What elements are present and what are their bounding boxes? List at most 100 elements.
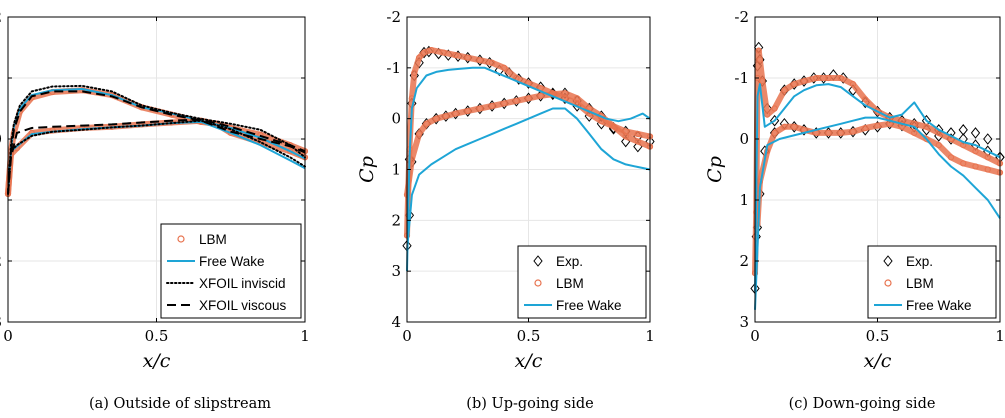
legend-label: Exp. [556, 254, 583, 269]
lbm-marker [488, 102, 496, 110]
lbm-marker [488, 59, 496, 66]
lbm-marker [513, 97, 520, 104]
y-tick-label: 0 [739, 130, 749, 148]
panel-caption: (a) Outside of slipstream [89, 396, 271, 412]
series-free-wake-line [754, 83, 1001, 292]
lbm-marker [452, 110, 459, 117]
lbm-marker [781, 87, 788, 94]
lbm-marker [837, 74, 844, 82]
y-tick-label: 1 [739, 191, 749, 209]
legend: Exp. LBM Free Wake [867, 245, 997, 319]
legend-label: XFOIL inviscid [199, 276, 286, 291]
x-tick-label: 1 [645, 327, 655, 345]
lbm-marker [972, 163, 979, 170]
legend-exp-symbol [883, 255, 893, 267]
series-xfoil-viscous-line [7, 90, 306, 194]
lbm-marker [287, 148, 294, 155]
x-tick-label: 1 [995, 327, 1005, 345]
x-tick-label: 0.5 [866, 327, 890, 345]
y-tick-label: 2 [739, 252, 749, 270]
lbm-marker [764, 111, 771, 118]
lbm-marker [984, 166, 991, 173]
legend-label: LBM [906, 276, 934, 291]
x-axis-label: x/c [143, 350, 171, 372]
series-xfoil-viscous-line [7, 118, 306, 194]
legend-label: XFOIL viscous [199, 298, 287, 313]
lbm-marker [464, 54, 471, 61]
lbm-marker [935, 142, 942, 149]
y-tick-label: 3 [391, 262, 401, 280]
series-free-wake-line [406, 107, 651, 251]
lbm-marker [537, 92, 544, 99]
legend-lbm-symbol [534, 279, 542, 287]
lbm-marker [420, 49, 428, 56]
lbm-marker [800, 77, 808, 85]
legend-label: LBM [556, 276, 584, 291]
lbm-marker [960, 160, 967, 167]
lbm-marker [759, 77, 766, 85]
lbm-marker [984, 154, 991, 161]
lbm-marker [813, 74, 820, 82]
lbm-marker [634, 130, 641, 138]
x-axis-label: x/c [864, 350, 892, 372]
lbm-marker [874, 122, 881, 129]
lbm-marker [972, 148, 979, 155]
chart-panel-1: 0 0.5 1 -2 -1 0 1 2 3 4 x/c Cp Exp. LBM Free Wake (b) U… [356, 8, 655, 412]
legend-lbm-symbol [884, 279, 892, 287]
lbm-marker [862, 96, 869, 103]
legend-label: Exp. [906, 254, 933, 269]
lbm-marker [771, 129, 778, 136]
lbm-marker [791, 123, 798, 130]
lbm-marker [416, 54, 423, 61]
y-tick-label: -2 [734, 8, 749, 26]
lbm-marker [825, 129, 832, 136]
y-tick-label: 1 [391, 161, 401, 179]
exp-marker [958, 124, 968, 136]
y-tick-label: -1 [0, 69, 2, 87]
legend-exp-symbol [533, 255, 543, 267]
lbm-marker [923, 123, 930, 130]
lbm-marker [416, 130, 423, 138]
lbm-marker [862, 124, 869, 132]
lbm-marker [791, 81, 798, 88]
lbm-marker [610, 123, 617, 130]
lbm-marker [947, 154, 955, 161]
series-free-wake-line [406, 66, 651, 272]
lbm-marker [433, 115, 440, 122]
legend-label: Free Wake [199, 254, 265, 269]
lbm-marker [622, 133, 629, 140]
y-tick-label: -2 [386, 8, 401, 26]
lbm-marker [423, 120, 430, 127]
series-lbm-band [404, 90, 653, 198]
lbm-marker [428, 46, 435, 54]
y-tick-label: 1 [0, 191, 2, 209]
legend-label: Free Wake [556, 298, 622, 313]
exp-marker [769, 114, 780, 127]
panel-caption: (c) Down-going side [789, 396, 936, 412]
y-tick-label: -1 [386, 59, 401, 77]
lbm-marker [771, 105, 778, 112]
x-axis-label: x/c [515, 350, 543, 372]
lbm-marker [561, 90, 569, 97]
lbm-marker [501, 64, 508, 71]
y-tick-label: 3 [0, 313, 2, 331]
series-lbm-band [754, 120, 1003, 228]
lbm-marker [849, 128, 857, 135]
x-tick-label: 0 [3, 327, 13, 345]
x-tick-label: 0 [402, 327, 412, 345]
y-tick-label: 3 [739, 313, 749, 331]
x-tick-label: 0.5 [145, 327, 169, 345]
y-axis-label: Cp [356, 156, 378, 183]
lbm-marker [634, 138, 641, 145]
lbm-marker [825, 74, 832, 82]
panel-caption: (b) Up-going side [466, 396, 593, 412]
lbm-marker [837, 129, 844, 136]
lbm-marker [442, 113, 449, 120]
lbm-marker [849, 81, 857, 88]
x-tick-label: 1 [300, 327, 310, 345]
x-tick-label: 0.5 [517, 327, 541, 345]
y-tick-label: -1 [734, 69, 749, 87]
y-axis-label: Cp [704, 156, 726, 183]
